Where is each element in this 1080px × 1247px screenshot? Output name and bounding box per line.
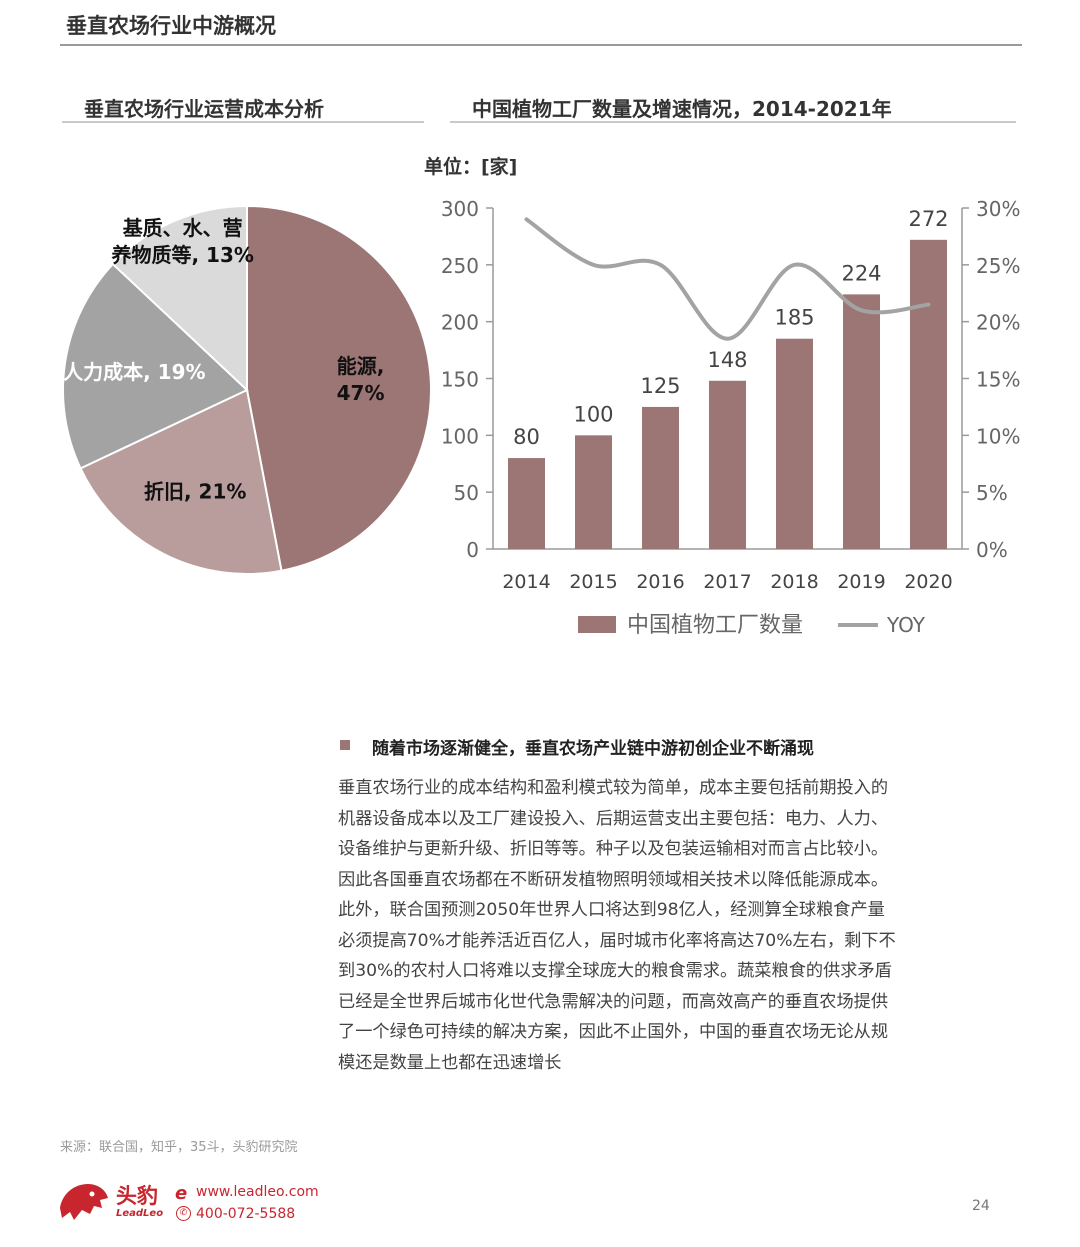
- body-paragraph: 垂直农场行业的成本结构和盈利模式较为简单，成本主要包括前期投入的 机器设备成本以…: [338, 773, 998, 1078]
- y-tick-label: 0: [466, 538, 479, 562]
- pie-slice: [79, 388, 283, 575]
- bar: [910, 239, 947, 549]
- phone-icon: ✆: [176, 1206, 191, 1221]
- bar-value-label: 185: [774, 306, 814, 330]
- bar: [709, 380, 746, 549]
- left-section-divider: [62, 121, 424, 123]
- logo-name: 头豹: [116, 1184, 158, 1208]
- body-line: 此外，联合国预测2050年世界人口将达到98亿人，经测算全球粮食产量: [338, 900, 885, 920]
- bar-value-label: 80: [513, 425, 540, 449]
- body-line: 到30%的农村人口将难以支撑全球庞大的粮食需求。蔬菜粮食的供求矛盾: [338, 961, 892, 981]
- body-line: 因此各国垂直农场都在不断研发植物照明领域相关技术以降低能源成本。: [338, 869, 889, 890]
- pie-slice-label: 养物质等, 13%: [110, 243, 253, 267]
- pie-slice-label: 人力成本, 19%: [63, 360, 205, 384]
- bar: [575, 435, 612, 549]
- x-tick-label: 2016: [636, 571, 684, 593]
- bar-value-label: 125: [640, 374, 680, 398]
- bar-value-label: 148: [707, 348, 747, 372]
- bar-value-label: 272: [908, 207, 948, 231]
- x-tick-label: 2018: [770, 571, 818, 593]
- bar: [776, 338, 813, 549]
- pie-slice: [246, 204, 432, 572]
- leopard-logo-icon: [60, 1184, 108, 1220]
- body-line: 模还是数量上也都在迅速增长: [338, 1052, 562, 1073]
- legend-line-label: YOY: [886, 613, 926, 637]
- y-tick-label: 50: [454, 481, 479, 505]
- page-title: 垂直农场行业中游概况: [66, 14, 276, 38]
- chart-unit-label: 单位：[家]: [424, 156, 518, 178]
- bar-value-label: 224: [841, 261, 881, 285]
- y-tick-label: 200: [441, 311, 479, 335]
- y-tick-label: 100: [441, 424, 479, 448]
- x-tick-label: 2019: [837, 571, 885, 593]
- y2-tick-label: 30%: [976, 197, 1020, 221]
- page-number: 24: [972, 1198, 990, 1214]
- website-link[interactable]: www.leadleo.com: [196, 1184, 319, 1200]
- plant-factory-chart: 0 50 100 150 200 250 300 0% 5% 10% 15% 20% 25% 30% 201…: [441, 197, 1021, 638]
- body-line: 设备维护与更新升级、折旧等等。种子以及包装运输相对而言占比较小。: [338, 839, 889, 859]
- title-divider: [60, 44, 1022, 46]
- y-tick-label: 150: [441, 368, 479, 392]
- y2-tick-label: 20%: [976, 311, 1020, 335]
- pie-slice-label: 47%: [337, 381, 385, 405]
- left-section-title: 垂直农场行业运营成本分析: [84, 97, 324, 121]
- bullet-heading: 随着市场逐渐健全，垂直农场产业链中游初创企业不断涌现: [372, 739, 814, 759]
- logo-subtitle: LeadLeo: [116, 1208, 164, 1219]
- right-section-title: 中国植物工厂数量及增速情况，2014-2021年: [472, 97, 892, 121]
- bar: [508, 458, 545, 549]
- y-tick-label: 250: [441, 254, 479, 278]
- web-icon: e: [175, 1183, 188, 1204]
- right-section-divider: [450, 121, 1016, 123]
- legend-bar-label: 中国植物工厂数量: [627, 613, 803, 638]
- yoy-line: [524, 217, 931, 341]
- bullet-marker: [340, 740, 350, 750]
- bar: [843, 294, 880, 549]
- body-line: 已经是全世界后城市化世代急需解决的问题，而高效高产的垂直农场提供: [338, 991, 889, 1012]
- x-tick-label: 2015: [569, 571, 617, 593]
- pie-slice: [62, 262, 249, 470]
- x-tick-label: 2017: [703, 571, 751, 593]
- body-line: 机器设备成本以及工厂建设投入、后期运营支出主要包括：电力、人力、: [338, 808, 889, 829]
- y2-tick-label: 10%: [976, 424, 1020, 448]
- phone-number: 400-072-5588: [196, 1206, 296, 1222]
- pie-slice: [111, 204, 248, 393]
- pie-slice-label: 折旧, 21%: [144, 480, 246, 504]
- legend-bar-swatch: [578, 616, 616, 633]
- y-tick-label: 300: [441, 197, 479, 221]
- y2-tick-label: 0%: [976, 538, 1008, 562]
- body-line: 必须提高70%才能养活近百亿人，届时城市化率将高达70%左右，剩下不: [338, 930, 896, 951]
- body-line: 了一个绿色可持续的解决方案，因此不止国外，中国的垂直农场无论从规: [338, 1022, 889, 1042]
- source-note: 来源：联合国，知乎，35斗，头豹研究院: [60, 1140, 298, 1155]
- pie-slice-label: 能源,: [337, 354, 385, 378]
- x-tick-label: 2014: [502, 571, 550, 593]
- y2-tick-label: 5%: [976, 481, 1008, 505]
- bar: [642, 406, 679, 549]
- pie-slice-label: 基质、水、营: [123, 216, 243, 240]
- y2-tick-label: 15%: [976, 368, 1020, 392]
- y2-tick-label: 25%: [976, 254, 1020, 278]
- bar-value-label: 100: [573, 402, 613, 426]
- x-tick-label: 2020: [904, 571, 952, 593]
- body-line: 垂直农场行业的成本结构和盈利模式较为简单，成本主要包括前期投入的: [338, 778, 889, 798]
